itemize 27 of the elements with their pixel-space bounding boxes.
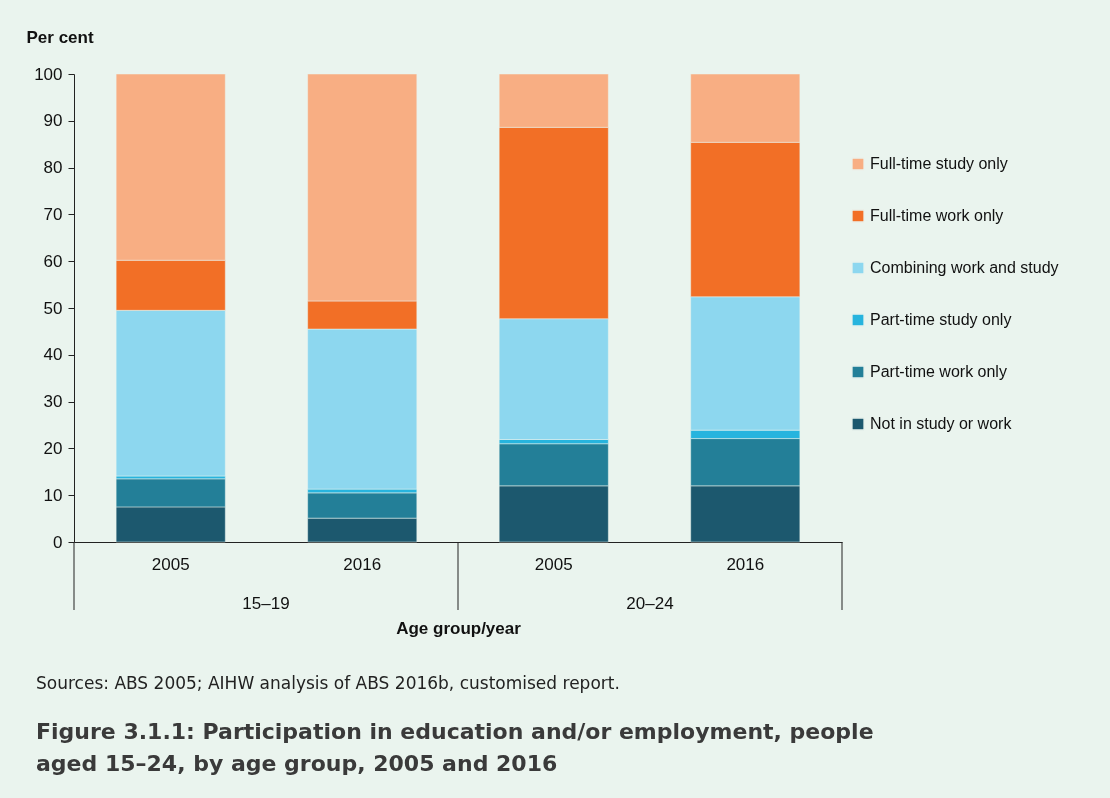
source-note: Sources: ABS 2005; AIHW analysis of ABS 2016b, customised report. bbox=[36, 673, 620, 693]
y-tick-label: 40 bbox=[43, 345, 63, 365]
y-tick-label: 80 bbox=[43, 158, 63, 178]
y-tick-label: 50 bbox=[43, 298, 63, 318]
text: Figure 3.1.1: Participation in education and/or employment, people aged 15–24, by age group, 2005 and 2016 bbox=[36, 719, 874, 776]
y-tick-label: 0 bbox=[53, 532, 63, 552]
text: 20–24 bbox=[626, 594, 674, 613]
y-tick-label: 10 bbox=[43, 485, 63, 505]
y-tick-label: 90 bbox=[43, 111, 63, 131]
x-tick-label: 2005 bbox=[151, 554, 190, 574]
text: 15–19 bbox=[242, 594, 290, 613]
y-tick-label: 100 bbox=[34, 64, 63, 84]
y-tick-label: 70 bbox=[43, 204, 63, 224]
legend-label: Combining work and study bbox=[870, 259, 1059, 276]
x-tick-label: 2016 bbox=[726, 554, 765, 574]
x-tick-label: 2005 bbox=[534, 554, 573, 574]
legend-label: Full-time work only bbox=[870, 207, 1004, 224]
legend-label: Full-time study only bbox=[870, 155, 1008, 172]
y-tick-label: 60 bbox=[43, 251, 63, 271]
y-tick-label: 20 bbox=[43, 438, 63, 458]
legend-label: Part-time work only bbox=[870, 363, 1007, 380]
x-tick-label: 2016 bbox=[343, 554, 382, 574]
x-axis-title: Age group/year bbox=[396, 618, 522, 638]
y-tick-label: 30 bbox=[43, 392, 63, 412]
y-axis-title: Per cent bbox=[26, 27, 94, 47]
legend-label: Not in study or work bbox=[870, 415, 1013, 432]
legend-label: Part-time study only bbox=[870, 311, 1012, 328]
